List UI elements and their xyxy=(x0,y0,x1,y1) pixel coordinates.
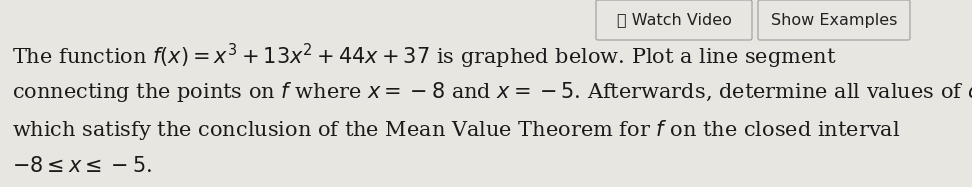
Text: ⓘ Watch Video: ⓘ Watch Video xyxy=(616,13,732,27)
FancyBboxPatch shape xyxy=(596,0,752,40)
Text: connecting the points on $f$ where $x = -8$ and $x = -5$. Afterwards, determine : connecting the points on $f$ where $x = … xyxy=(12,80,972,104)
Text: The function $f(x) = x^3 + 13x^2 + 44x + 37$ is graphed below. Plot a line segme: The function $f(x) = x^3 + 13x^2 + 44x +… xyxy=(12,42,837,71)
FancyBboxPatch shape xyxy=(758,0,910,40)
Text: $-8 \leq x \leq -5$.: $-8 \leq x \leq -5$. xyxy=(12,156,152,176)
Text: Show Examples: Show Examples xyxy=(771,13,897,27)
Text: which satisfy the conclusion of the Mean Value Theorem for $f$ on the closed int: which satisfy the conclusion of the Mean… xyxy=(12,118,900,142)
